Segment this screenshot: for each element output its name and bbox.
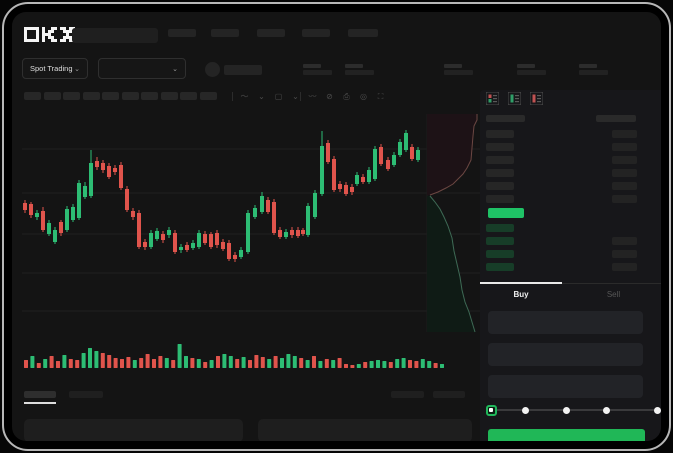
tab-sell[interactable]: Sell <box>606 290 621 299</box>
stat-value-placeholder <box>517 70 546 75</box>
stat-label-placeholder <box>444 64 462 68</box>
stat-label-placeholder <box>517 64 535 68</box>
bottom-action-placeholder[interactable] <box>391 391 424 398</box>
order-input-placeholder[interactable] <box>488 343 643 366</box>
ask-price-placeholder <box>486 130 514 138</box>
order-input-placeholder[interactable] <box>488 311 643 334</box>
amount-slider-track[interactable] <box>491 409 657 411</box>
bid-amount-placeholder <box>612 250 637 258</box>
interval-button-placeholder[interactable] <box>160 92 178 100</box>
orders-panel-placeholder <box>24 419 243 441</box>
toolbar-divider <box>232 92 233 101</box>
stat-value-placeholder <box>345 70 374 75</box>
bottom-action-placeholder[interactable] <box>433 391 465 398</box>
chart-settings-icon[interactable]: ◎ <box>360 92 367 101</box>
interval-button-placeholder[interactable] <box>102 92 119 100</box>
pair-name-placeholder <box>224 65 262 75</box>
line-tool-icon[interactable]: 〰 <box>308 92 317 101</box>
bid-amount-placeholder <box>612 237 637 245</box>
toolbar-divider <box>300 92 301 101</box>
ask-amount-placeholder <box>612 156 637 164</box>
bid-price-placeholder <box>486 237 514 245</box>
nav-item-placeholder[interactable] <box>257 29 285 37</box>
search-bar-placeholder[interactable] <box>72 28 158 43</box>
bid-price-placeholder <box>486 263 514 271</box>
chart-tools: 〜 ⌄ ▢ ⌄ 〰 ⊘ ⎙ ◎ ⛶ <box>238 91 387 102</box>
slider-stop[interactable] <box>602 406 610 414</box>
market-type-selector[interactable]: Spot Trading ⌄ <box>22 58 88 79</box>
ask-amount-placeholder <box>612 182 637 190</box>
ask-amount-placeholder <box>612 169 637 177</box>
buy-tab-indicator <box>480 282 562 284</box>
book-view-all-icon[interactable] <box>486 92 499 105</box>
interval-button-placeholder[interactable] <box>24 92 41 100</box>
camera-icon[interactable]: ⎙ <box>343 92 350 101</box>
stat-value-placeholder <box>303 70 332 75</box>
stat-value-placeholder <box>444 70 473 75</box>
interval-button-placeholder[interactable] <box>199 92 217 100</box>
slider-stop[interactable] <box>653 406 661 414</box>
compare-icon[interactable]: ▢ <box>274 92 283 101</box>
history-panel-placeholder <box>258 419 472 441</box>
book-view-bids-icon[interactable] <box>508 92 521 105</box>
nav-item-placeholder[interactable] <box>348 29 378 37</box>
okx-logo <box>24 27 75 42</box>
stat-label-placeholder <box>579 64 597 68</box>
ask-price-placeholder <box>486 169 514 177</box>
bid-price-placeholder <box>486 224 514 232</box>
stat-label-placeholder <box>303 64 321 68</box>
nav-item-placeholder[interactable] <box>211 29 239 37</box>
stat-label-placeholder <box>345 64 363 68</box>
interval-button-placeholder[interactable] <box>82 92 100 100</box>
orderbook-header-amount <box>596 115 636 122</box>
bottom-tab[interactable] <box>69 391 103 398</box>
interval-button-placeholder[interactable] <box>141 92 158 100</box>
ask-price-placeholder <box>486 143 514 151</box>
pair-selector[interactable]: ⌄ <box>98 58 186 79</box>
chart-style-dropdown-icon[interactable]: ⌄ <box>258 92 265 101</box>
candlesticks <box>23 130 420 262</box>
nav-item-placeholder[interactable] <box>168 29 196 37</box>
nav-item-placeholder[interactable] <box>302 29 330 37</box>
ask-amount-placeholder <box>612 130 637 138</box>
stat-value-placeholder <box>579 70 608 75</box>
interval-button-placeholder[interactable] <box>63 92 80 100</box>
ask-amount-placeholder <box>612 195 637 203</box>
volume-chart[interactable] <box>22 334 450 370</box>
interval-button-placeholder[interactable] <box>43 92 61 100</box>
ask-price-placeholder <box>486 182 514 190</box>
submit-buy-button[interactable] <box>488 429 645 441</box>
fullscreen-icon[interactable]: ⛶ <box>377 92 384 101</box>
tab-buy[interactable]: Buy <box>513 290 529 299</box>
trade-sidebar: Buy Sell <box>480 90 661 441</box>
ask-amount-placeholder <box>612 143 637 151</box>
interval-button-placeholder[interactable] <box>121 92 139 100</box>
book-view-asks-icon[interactable] <box>530 92 543 105</box>
eraser-icon[interactable]: ⊘ <box>326 92 333 101</box>
ask-price-placeholder <box>486 195 514 203</box>
bid-amount-placeholder <box>612 263 637 271</box>
last-price-badge <box>488 208 524 218</box>
slider-stop[interactable] <box>562 406 570 414</box>
candlestick-chart[interactable] <box>22 114 480 334</box>
interval-button-placeholder[interactable] <box>180 92 197 100</box>
order-input-placeholder[interactable] <box>488 375 643 398</box>
ask-price-placeholder <box>486 156 514 164</box>
bid-price-placeholder <box>486 250 514 258</box>
chart-style-icon[interactable]: 〜 <box>240 92 249 101</box>
token-avatar <box>205 62 220 77</box>
depth-chart <box>426 114 478 333</box>
chevron-down-icon: ⌄ <box>172 65 178 73</box>
app-window: Spot Trading ⌄ ⌄ 〜 ⌄ ▢ ⌄ 〰 ⊘ ⎙ ◎ ⛶ <box>12 12 661 441</box>
slider-handle[interactable] <box>485 404 497 416</box>
orderbook-header-price <box>486 115 525 122</box>
chevron-down-icon: ⌄ <box>74 65 80 73</box>
tab-divider <box>562 283 661 284</box>
indicator-dropdown-icon[interactable]: ⌄ <box>292 92 299 101</box>
market-type-label: Spot Trading <box>30 64 73 73</box>
slider-stop[interactable] <box>521 406 529 414</box>
bottom-tab-active[interactable] <box>24 391 56 398</box>
bottom-tab-indicator <box>24 402 56 404</box>
